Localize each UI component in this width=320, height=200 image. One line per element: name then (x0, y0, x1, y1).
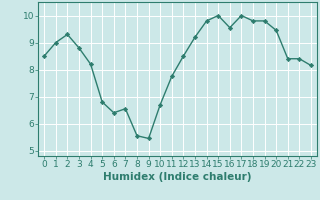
X-axis label: Humidex (Indice chaleur): Humidex (Indice chaleur) (103, 172, 252, 182)
